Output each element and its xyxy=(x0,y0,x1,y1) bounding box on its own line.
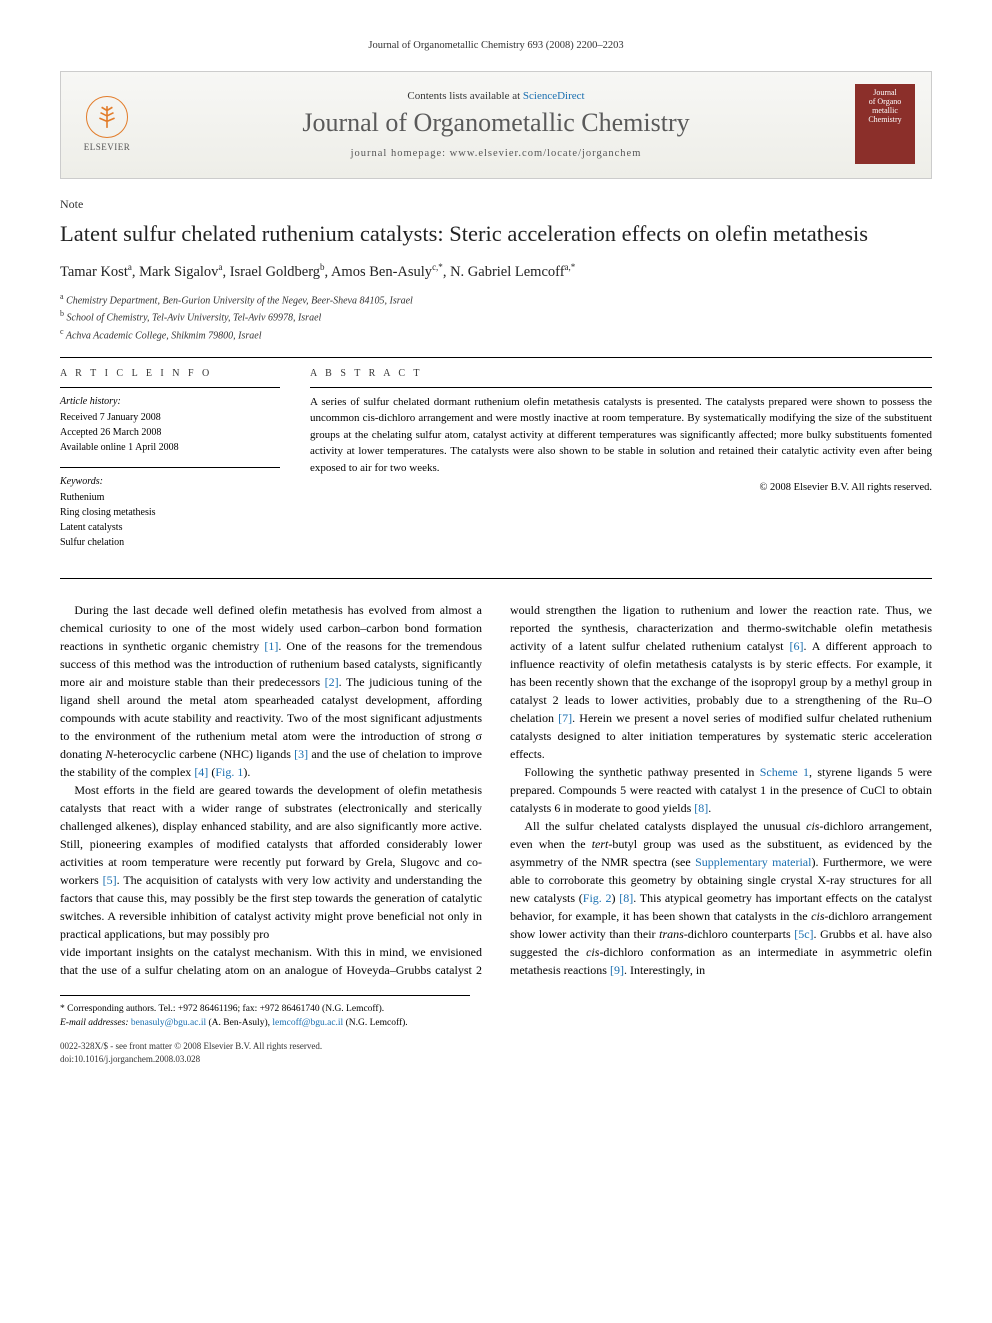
ref-link[interactable]: [5] xyxy=(103,873,117,887)
ref-link[interactable]: [6] xyxy=(789,639,803,653)
contents-available-line: Contents lists available at ScienceDirec… xyxy=(155,90,837,102)
affiliations: a Chemistry Department, Ben-Gurion Unive… xyxy=(60,291,932,343)
journal-homepage: journal homepage: www.elsevier.com/locat… xyxy=(155,148,837,159)
section-label: Note xyxy=(60,197,932,212)
front-matter-line: 0022-328X/$ - see front matter © 2008 El… xyxy=(60,1040,932,1053)
author-list: Tamar Kosta, Mark Sigalova, Israel Goldb… xyxy=(60,262,932,281)
abstract-text: A series of sulfur chelated dormant ruth… xyxy=(310,387,932,477)
divider xyxy=(60,578,932,579)
figure-link[interactable]: Fig. 1 xyxy=(215,765,243,779)
body-text: During the last decade well defined olef… xyxy=(60,601,932,979)
email-link[interactable]: lemcoff@bgu.ac.il xyxy=(272,1018,343,1028)
cover-line: Chemistry xyxy=(868,115,901,124)
banner-center: Contents lists available at ScienceDirec… xyxy=(155,90,837,159)
ref-link[interactable]: [4] xyxy=(194,765,208,779)
abstract-heading: A B S T R A C T xyxy=(310,368,932,379)
doi-line: doi:10.1016/j.jorganchem.2008.03.028 xyxy=(60,1053,932,1066)
affiliation: b School of Chemistry, Tel-Aviv Universi… xyxy=(60,308,932,325)
article-info-column: A R T I C L E I N F O Article history: R… xyxy=(60,368,280,562)
body-paragraph: During the last decade well defined olef… xyxy=(60,601,482,781)
ref-link[interactable]: [8] xyxy=(619,891,633,905)
keyword: Sulfur chelation xyxy=(60,535,280,550)
keywords-block: Keywords: Ruthenium Ring closing metathe… xyxy=(60,467,280,550)
received-date: Received 7 January 2008 xyxy=(60,410,280,425)
keyword: Ring closing metathesis xyxy=(60,505,280,520)
footnotes: * Corresponding authors. Tel.: +972 8646… xyxy=(60,995,470,1031)
sciencedirect-link[interactable]: ScienceDirect xyxy=(523,90,585,102)
corresponding-author-note: * Corresponding authors. Tel.: +972 8646… xyxy=(60,1002,470,1016)
ref-link[interactable]: [1] xyxy=(264,639,278,653)
ref-link[interactable]: [9] xyxy=(610,963,624,977)
article-info-heading: A R T I C L E I N F O xyxy=(60,368,280,379)
body-paragraph: Following the synthetic pathway presente… xyxy=(510,763,932,817)
keyword: Ruthenium xyxy=(60,490,280,505)
figure-link[interactable]: Fig. 2 xyxy=(583,891,612,905)
affiliation: c Achva Academic College, Shikmim 79800,… xyxy=(60,326,932,343)
email-who: (N.G. Lemcoff). xyxy=(343,1018,407,1028)
scheme-link[interactable]: Scheme 1 xyxy=(760,765,809,779)
ref-link[interactable]: [5c] xyxy=(794,927,813,941)
journal-title: Journal of Organometallic Chemistry xyxy=(155,108,837,138)
affiliation: a Chemistry Department, Ben-Gurion Unive… xyxy=(60,291,932,308)
journal-cover-thumb: Journal of Organo metallic Chemistry xyxy=(855,84,915,164)
journal-banner: ELSEVIER Contents lists available at Sci… xyxy=(60,71,932,179)
elsevier-logo: ELSEVIER xyxy=(77,91,137,157)
body-paragraph: All the sulfur chelated catalysts displa… xyxy=(510,817,932,979)
abstract-copyright: © 2008 Elsevier B.V. All rights reserved… xyxy=(310,482,932,493)
accepted-date: Accepted 26 March 2008 xyxy=(60,425,280,440)
online-date: Available online 1 April 2008 xyxy=(60,440,280,455)
supplementary-link[interactable]: Supplementary material xyxy=(695,855,811,869)
tree-icon xyxy=(86,96,128,138)
elsevier-label: ELSEVIER xyxy=(84,142,131,152)
ref-link[interactable]: [2] xyxy=(325,675,339,689)
cover-line: of Organo xyxy=(869,97,902,106)
ref-link[interactable]: [8] xyxy=(694,801,708,815)
history-label: Article history: xyxy=(60,394,280,409)
body-paragraph: Most efforts in the field are geared tow… xyxy=(60,781,482,943)
contents-prefix: Contents lists available at xyxy=(407,90,522,102)
email-label: E-mail addresses: xyxy=(60,1018,129,1028)
email-link[interactable]: benasuly@bgu.ac.il xyxy=(131,1018,206,1028)
abstract-column: A B S T R A C T A series of sulfur chela… xyxy=(310,368,932,562)
keywords-label: Keywords: xyxy=(60,474,280,489)
article-history: Article history: Received 7 January 2008… xyxy=(60,387,280,455)
page-footer: 0022-328X/$ - see front matter © 2008 El… xyxy=(60,1040,932,1065)
article-title: Latent sulfur chelated ruthenium catalys… xyxy=(60,220,932,248)
ref-link[interactable]: [7] xyxy=(558,711,572,725)
divider xyxy=(60,357,932,358)
info-abstract-row: A R T I C L E I N F O Article history: R… xyxy=(60,368,932,562)
email-who: (A. Ben-Asuly), xyxy=(206,1018,272,1028)
cover-line: metallic xyxy=(872,106,898,115)
journal-page: Journal of Organometallic Chemistry 693 … xyxy=(0,0,992,1106)
email-line: E-mail addresses: benasuly@bgu.ac.il (A.… xyxy=(60,1016,470,1030)
ref-link[interactable]: [3] xyxy=(294,747,308,761)
cover-line: Journal xyxy=(873,88,897,97)
keyword: Latent catalysts xyxy=(60,520,280,535)
running-header: Journal of Organometallic Chemistry 693 … xyxy=(60,40,932,51)
